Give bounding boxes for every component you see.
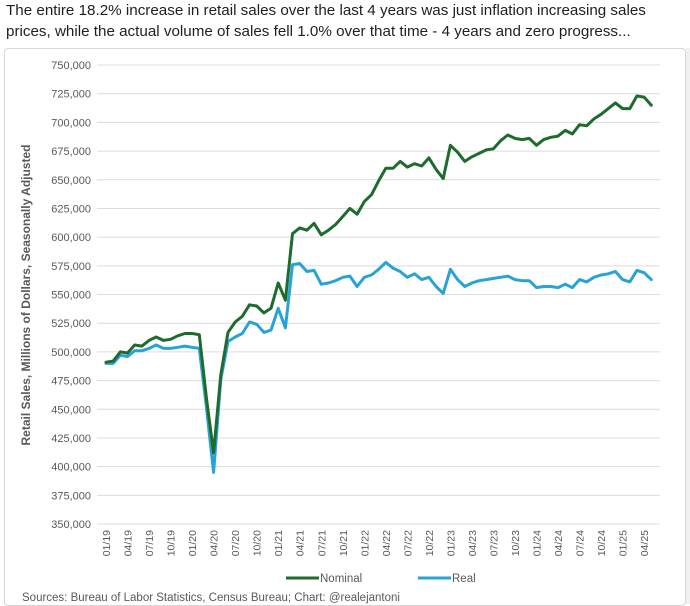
- x-tick-label: 04/20: [209, 530, 221, 556]
- x-tick-label: 07/23: [488, 530, 500, 556]
- y-tick-label: 650,000: [51, 175, 91, 187]
- x-tick-label: 07/24: [575, 530, 587, 556]
- series-line-nominal: [104, 94, 653, 455]
- x-axis-ticks: 01/19 04/19 07/19 10/19 01/20 04/20 07/20 10/20…: [101, 530, 651, 556]
- x-tick-label: 01/22: [359, 530, 371, 556]
- x-tick-label: 07/19: [144, 530, 156, 556]
- y-tick-label: 400,000: [51, 462, 91, 474]
- x-tick-label: 04/25: [639, 530, 651, 556]
- x-tick-label: 10/20: [252, 530, 264, 556]
- y-axis-ticks: 350,000 375,000 400,000 425,000 450,000 475,0…: [51, 60, 91, 531]
- series-lines: [104, 94, 653, 474]
- x-tick-label: 04/21: [295, 530, 307, 556]
- x-tick-label: 07/21: [316, 530, 328, 556]
- x-tick-label: 01/20: [187, 530, 199, 556]
- legend-label-real: Real: [452, 573, 476, 585]
- legend-label-nominal: Nominal: [320, 573, 362, 585]
- y-tick-label: 500,000: [51, 347, 91, 359]
- y-tick-label: 575,000: [51, 261, 91, 273]
- scrollbar[interactable]: [686, 48, 690, 604]
- x-tick-label: 01/25: [618, 530, 630, 556]
- x-tick-label: 01/21: [273, 530, 285, 556]
- chart-card[interactable]: [4, 48, 686, 606]
- y-tick-label: 725,000: [51, 89, 91, 101]
- series-line-real: [104, 260, 653, 474]
- legend: Nominal Real: [286, 573, 476, 585]
- x-tick-label: 01/19: [101, 530, 113, 556]
- y-tick-label: 375,000: [51, 490, 91, 502]
- gridlines: [97, 64, 660, 525]
- y-tick-label: 700,000: [51, 117, 91, 129]
- y-tick-label: 750,000: [51, 60, 91, 72]
- x-tick-label: 10/21: [338, 530, 350, 556]
- x-tick-label: 01/23: [445, 530, 457, 556]
- y-tick-label: 625,000: [51, 203, 91, 215]
- y-tick-label: 600,000: [51, 232, 91, 244]
- x-tick-label: 10/22: [424, 530, 436, 556]
- source-note: Sources: Bureau of Labor Statistics, Cen…: [22, 592, 400, 604]
- x-tick-label: 07/22: [402, 530, 414, 556]
- x-tick-label: 04/24: [553, 530, 565, 556]
- y-tick-label: 550,000: [51, 290, 91, 302]
- y-tick-label: 425,000: [51, 433, 91, 445]
- y-tick-label: 475,000: [51, 376, 91, 388]
- x-tick-label: 07/20: [230, 530, 242, 556]
- x-tick-label: 01/24: [532, 530, 544, 556]
- x-tick-label: 10/19: [166, 530, 178, 556]
- y-axis-label: Retail Sales, Millions of Dollars, Seaso…: [19, 145, 33, 446]
- post-text: The entire 18.2% increase in retail sale…: [6, 2, 646, 40]
- x-tick-label: 10/24: [596, 530, 608, 556]
- x-tick-label: 04/23: [467, 530, 479, 556]
- y-tick-label: 525,000: [51, 318, 91, 330]
- y-tick-label: 450,000: [51, 404, 91, 416]
- y-tick-label: 350,000: [51, 519, 91, 531]
- x-tick-label: 04/19: [123, 530, 135, 556]
- y-tick-label: 675,000: [51, 146, 91, 158]
- x-tick-label: 04/22: [381, 530, 393, 556]
- x-tick-label: 10/23: [510, 530, 522, 556]
